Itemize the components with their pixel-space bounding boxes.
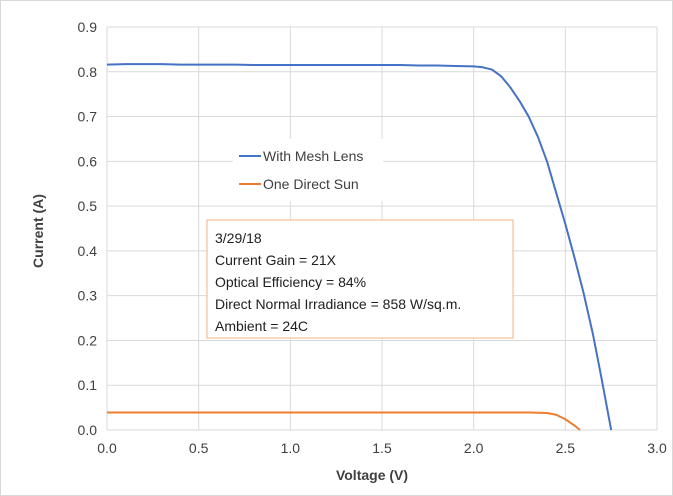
y-tick-label: 0.0 <box>78 422 98 438</box>
series-line-with-mesh-lens <box>106 63 613 431</box>
y-tick-label: 0.9 <box>78 19 98 35</box>
y-tick-labels: 0.0 0.1 0.2 0.3 0.4 0.5 0.6 0.7 0.8 0.9 <box>78 19 98 438</box>
x-axis-title: Voltage (V) <box>336 467 408 483</box>
y-tick-label: 0.6 <box>78 153 98 169</box>
legend-label-with-mesh-lens: With Mesh Lens <box>263 148 363 164</box>
annotation-line-efficiency: Optical Efficiency = 84% <box>215 274 366 290</box>
annotation-line-irradiance: Direct Normal Irradiance = 858 W/sq.m. <box>215 296 461 312</box>
y-axis-title: Current (A) <box>30 194 46 268</box>
y-tick-label: 0.1 <box>78 377 98 393</box>
annotation-line-ambient: Ambient = 24C <box>215 318 308 334</box>
legend-label-one-direct-sun: One Direct Sun <box>263 176 359 192</box>
x-tick-label: 0.5 <box>189 440 209 456</box>
annotation-border <box>206 219 514 339</box>
x-tick-label: 1.5 <box>372 440 392 456</box>
y-tick-label: 0.7 <box>78 109 98 125</box>
y-tick-label: 0.5 <box>78 198 98 214</box>
annotation-box: 3/29/18 Current Gain = 21X Optical Effic… <box>206 219 514 339</box>
y-tick-label: 0.3 <box>78 288 98 304</box>
legend: With Mesh Lens One Direct Sun <box>233 139 383 201</box>
x-tick-label: 1.0 <box>281 440 301 456</box>
y-tick-label: 0.8 <box>78 64 98 80</box>
x-tick-label: 2.0 <box>464 440 484 456</box>
y-tick-label: 0.4 <box>78 243 98 259</box>
annotation-line-date: 3/29/18 <box>215 230 262 246</box>
x-tick-label: 0.0 <box>97 440 117 456</box>
annotation-line-gain: Current Gain = 21X <box>215 252 337 268</box>
y-tick-label: 0.2 <box>78 332 98 348</box>
x-tick-label: 2.5 <box>556 440 576 456</box>
x-tick-labels: 0.0 0.5 1.0 1.5 2.0 2.5 3.0 <box>97 440 667 456</box>
x-tick-label: 3.0 <box>647 440 667 456</box>
series-line-one-direct-sun <box>107 411 581 431</box>
series-lines <box>106 63 613 431</box>
